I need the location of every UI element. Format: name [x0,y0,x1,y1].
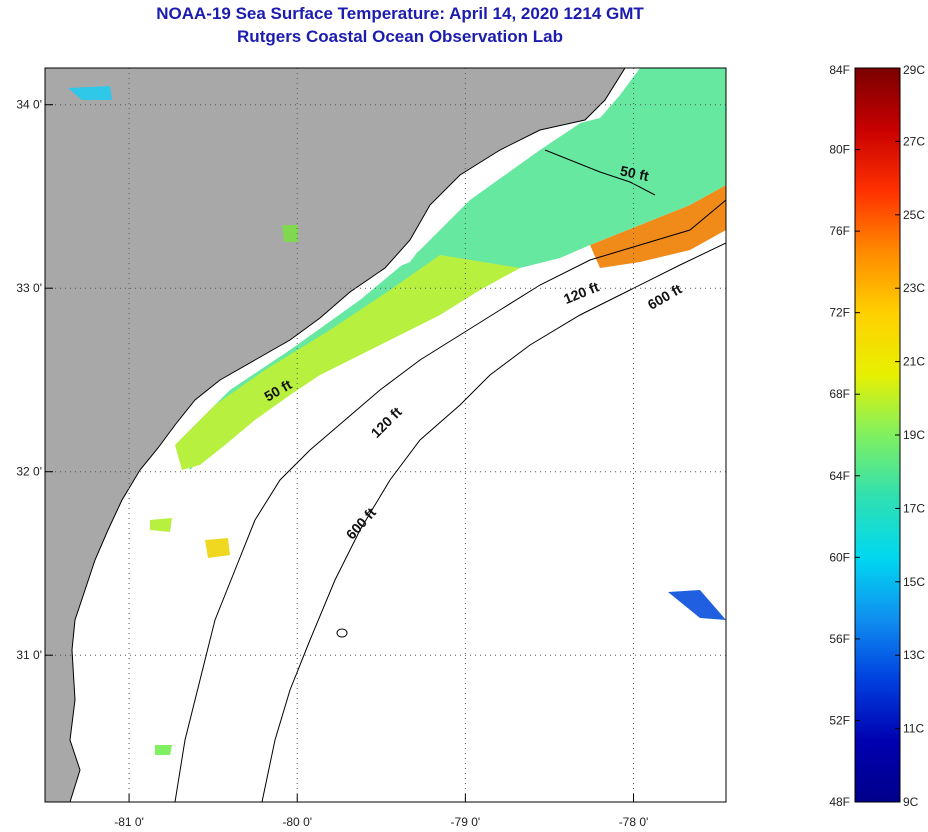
colorbar-label-c: 25C [903,208,925,222]
contour-label: 50 ft [619,162,651,184]
lat-tick-label: 34 0' [16,98,42,112]
axis-ticks: -81 0' -80 0' -79 0' -78 0' 34 0' 33 0' 32 0' 3… [16,98,648,829]
colorbar-label-f: 84F [829,63,850,77]
colorbar-label-f: 48F [829,795,850,809]
lon-tick-label: -79 0' [451,815,481,829]
colorbar-label-c: 27C [903,134,925,148]
colorbar-label-f: 52F [829,713,850,727]
colorbar-label-c: 17C [903,501,925,515]
colorbar-label-f: 76F [829,224,850,238]
colorbar: 84F 80F 76F 72F 68F 64F 60F 56F 52F 48F 29C 27C 25C 2… [829,63,925,809]
colorbar-label-c: 19C [903,428,925,442]
lat-tick-label: 32 0' [16,465,42,479]
colorbar-label-c: 21C [903,355,925,369]
colorbar-label-f: 68F [829,387,850,401]
lon-tick-label: -80 0' [282,815,312,829]
colorbar-labels: 84F 80F 76F 72F 68F 64F 60F 56F 52F 48F 29C 27C 25C 2… [829,63,925,809]
colorbar-label-f: 80F [829,143,850,157]
colorbar-label-f: 64F [829,469,850,483]
colorbar-label-c: 9C [903,795,919,809]
coastline [69,68,626,802]
colorbar-gradient [854,67,901,803]
lon-tick-label: -78 0' [619,815,649,829]
land-mass [45,68,625,802]
sst-patch-south1 [205,538,230,558]
sst-patch-south3 [155,745,172,755]
map-subtitle: Rutgers Coastal Ocean Observation Lab [237,27,563,46]
colorbar-label-f: 60F [829,550,850,564]
colorbar-label-c: 15C [903,575,925,589]
colorbar-label-c: 13C [903,648,925,662]
contour-600ft [261,242,726,802]
lat-lon-grid [45,68,726,802]
map-border [44,67,727,803]
colorbar-label-f: 72F [829,306,850,320]
contour-seamount [336,628,348,638]
sst-warm-band [590,185,726,268]
sst-yellow-band [175,255,520,470]
lon-tick-label: -81 0' [114,815,144,829]
contour-50ft-north [544,149,656,196]
sst-patch-east [668,590,726,620]
lat-tick-label: 31 0' [16,648,42,662]
colorbar-label-f: 56F [829,632,850,646]
colorbar-label-c: 29C [903,63,925,77]
map-title: NOAA-19 Sea Surface Temperature: April 1… [156,4,644,23]
colorbar-label-c: 23C [903,281,925,295]
sst-patch-island [282,225,298,242]
colorbar-label-c: 11C [903,722,924,736]
coastal-no-data-strip [390,68,640,270]
lat-tick-label: 33 0' [16,281,42,295]
sst-patch-south2 [150,518,172,532]
sst-patch-nw [68,86,112,100]
contour-120ft [174,199,726,802]
